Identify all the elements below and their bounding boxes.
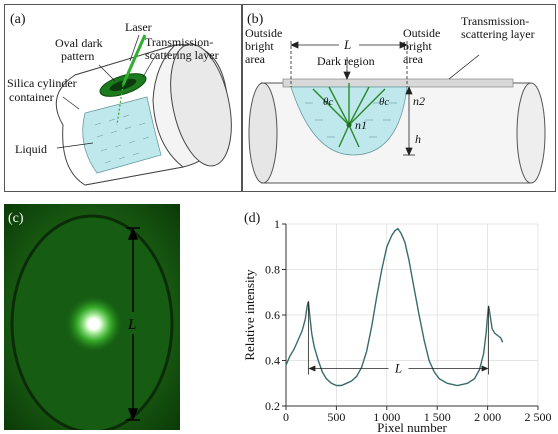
intensity-profile-chart: 0 500 1 000 1 500 2 000 2 500 0.2 0.4 0.6 0.8 1 (d… xyxy=(242,211,552,432)
laser-label: Laser xyxy=(125,20,152,34)
theta-c-right: θc xyxy=(379,96,389,108)
y-tick-label: 0.6 xyxy=(265,308,280,322)
cross-section-diagram xyxy=(248,41,546,184)
y-tick-label: 0.4 xyxy=(265,354,280,368)
annotation-left-head xyxy=(308,365,316,372)
outside-left-line2: bright xyxy=(245,39,274,53)
outside-right-line1: Outside xyxy=(403,26,440,40)
x-tick-label: 1 500 xyxy=(424,410,451,424)
chart-ticks: 0 500 1 000 1 500 2 000 2 500 0.2 0.4 0.6 0.8 1 xyxy=(265,217,552,424)
n1-label: n1 xyxy=(355,118,367,132)
annotation-right-head xyxy=(481,365,489,372)
panel-a-labels: (a) Laser Oval dark pattern Transmission… xyxy=(7,12,219,156)
panel-b-labels: (b) Outside bright area L Outside bright… xyxy=(245,12,535,146)
oval-label-line1: Oval dark xyxy=(55,36,103,50)
b-transmission-line2: scattering layer xyxy=(461,27,535,41)
outside-left-line3: area xyxy=(245,52,266,66)
intensity-curve xyxy=(285,227,504,387)
panel-d-tag: (d) xyxy=(244,211,261,226)
theta-c-left: θc xyxy=(323,96,333,108)
silica-label-line1: Silica cylinder xyxy=(7,76,77,90)
x-axis-label: Pixel number xyxy=(377,420,447,432)
panel-c-tag: (c) xyxy=(8,211,24,226)
d-L-label: L xyxy=(394,360,402,375)
y-tick-label: 0.2 xyxy=(265,399,280,413)
x-tick-label: 2 000 xyxy=(474,410,501,424)
panel-b-tag: (b) xyxy=(247,12,264,27)
oval-pattern-photo xyxy=(4,204,180,430)
chart-grid xyxy=(285,223,539,407)
x-tick-label: 500 xyxy=(327,410,345,424)
liquid-label: Liquid xyxy=(15,142,47,156)
x-tick-label: 1 000 xyxy=(373,410,400,424)
panel-a-schematic: (a) Laser Oval dark pattern Transmission… xyxy=(4,4,242,192)
y-tick-label: 0.8 xyxy=(265,263,280,277)
silica-label-line2: container xyxy=(9,90,54,104)
x-tick-label: 0 xyxy=(283,410,289,424)
outside-right-line2: bright xyxy=(403,39,432,53)
b-L-label: L xyxy=(343,37,351,52)
panel-c-labels: (c) L xyxy=(8,211,136,333)
dark-region-label: Dark region xyxy=(317,54,375,68)
transmission-label-line1: Transmission- xyxy=(145,35,213,49)
n2-label: n2 xyxy=(413,94,425,108)
oval-label-line2: pattern xyxy=(61,49,94,63)
y-tick-label: 1 xyxy=(274,217,280,231)
panel-c-photo: (c) L xyxy=(4,204,180,430)
cylinder-cutaway-diagram xyxy=(55,34,232,186)
chart-annotation xyxy=(307,301,490,375)
x-tick-label: 2 500 xyxy=(525,410,552,424)
b-transmission-line1: Transmission- xyxy=(461,14,529,28)
c-L-label: L xyxy=(127,317,136,333)
transmission-label-line2: scattering layer xyxy=(145,48,219,62)
outside-left-line1: Outside xyxy=(245,26,282,40)
y-axis-label: Relative intensity xyxy=(242,269,257,361)
panel-d-chart: 0 500 1 000 1 500 2 000 2 500 0.2 0.4 0.6 0.8 1 (d… xyxy=(238,204,556,432)
panel-b-schematic: (b) Outside bright area L Outside bright… xyxy=(242,4,556,192)
h-label: h xyxy=(415,132,421,146)
panel-a-tag: (a) xyxy=(10,12,26,27)
outside-right-line3: area xyxy=(403,52,424,66)
